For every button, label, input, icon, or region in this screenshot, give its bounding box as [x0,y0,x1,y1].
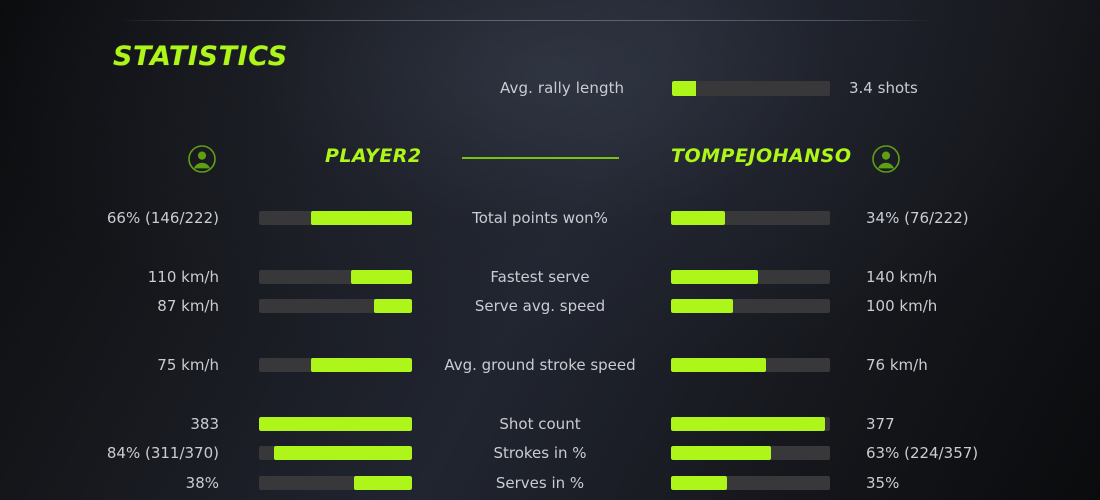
stat-right-bar-track [671,270,830,284]
stat-right-value: 35% [866,474,900,492]
rally-length-bar-fill [672,81,696,96]
stat-right-bar-fill [671,358,767,372]
stat-left-bar-track [259,211,412,225]
stat-left-value: 66% (146/222) [106,209,219,227]
player-right-name: TOMPEJOHANSO [671,145,852,167]
stat-row: 87 km/h Serve avg. speed 100 km/h [0,293,1100,319]
stat-left-value: 84% (311/370) [106,444,219,462]
stat-left-value: 75 km/h [157,356,219,374]
stat-label: Shot count [499,415,581,433]
stat-right-bar-fill [671,476,727,490]
stat-left-bar-fill [311,211,412,225]
stat-left-value: 38% [185,474,219,492]
stat-left-bar-track [259,358,412,372]
stat-right-bar-track [671,358,830,372]
page-title: STATISTICS [113,41,288,72]
stat-right-value: 34% (76/222) [866,209,969,227]
stat-left-bar-fill [350,270,412,284]
stat-left-value: 110 km/h [147,268,219,286]
stat-right-value: 76 km/h [866,356,928,374]
stat-left-bar-fill [274,446,412,460]
stat-right-value: 63% (224/357) [866,444,979,462]
stat-left-bar-track [259,299,412,313]
stat-right-value: 377 [866,415,895,433]
stat-right-bar-fill [671,417,826,431]
stat-label: Fastest serve [490,268,590,286]
stat-left-bar-track [259,476,412,490]
stat-row: 383 Shot count 377 [0,411,1100,437]
stat-right-bar-track [671,417,830,431]
stat-right-bar-track [671,446,830,460]
stat-right-bar-track [671,211,830,225]
top-divider [120,20,935,21]
stat-label: Total points won% [472,209,608,227]
stat-left-bar-fill [353,476,412,490]
stat-left-bar-track [259,417,412,431]
stat-row: 84% (311/370) Strokes in % 63% (224/357) [0,440,1100,466]
rally-length-value: 3.4 shots [849,79,918,97]
stat-left-bar-track [259,270,412,284]
stat-right-bar-fill [671,211,726,225]
stat-label: Avg. ground stroke speed [444,356,636,374]
stat-left-bar-fill [259,417,412,431]
stat-right-bar-fill [671,299,733,313]
rally-length-bar-track [672,81,830,96]
rally-length-label: Avg. rally length [500,79,625,97]
stat-right-value: 140 km/h [866,268,938,286]
stat-left-value: 383 [190,415,219,433]
stat-left-bar-fill [373,299,412,313]
stat-right-bar-fill [671,270,759,284]
stat-right-bar-track [671,476,830,490]
stat-right-bar-fill [671,446,772,460]
stat-right-bar-track [671,299,830,313]
avatar-left-player [187,144,217,174]
header-divider [462,157,619,159]
stat-row: 110 km/h Fastest serve 140 km/h [0,264,1100,290]
stat-row: 66% (146/222) Total points won% 34% (76/22… [0,205,1100,231]
stat-label: Serve avg. speed [474,297,606,315]
stat-left-value: 87 km/h [157,297,219,315]
stat-row: 75 km/h Avg. ground stroke speed 76 km/h [0,352,1100,378]
stat-left-bar-fill [311,358,412,372]
stat-right-value: 100 km/h [866,297,938,315]
stat-left-bar-track [259,446,412,460]
stat-label: Strokes in % [493,444,587,462]
stat-row: 38% Serves in % 35% [0,470,1100,496]
player-left-name: PLAYER2 [325,145,422,167]
avatar-right-player [871,144,901,174]
stat-label: Serves in % [495,474,585,492]
